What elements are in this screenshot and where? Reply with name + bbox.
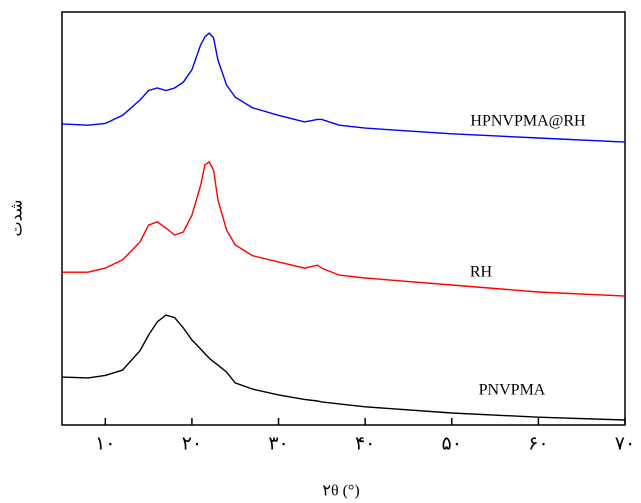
series-line — [61, 314, 626, 421]
series-label: PNVPMA — [479, 382, 546, 399]
series-line — [61, 32, 626, 143]
x-tick-label: ۱۰ — [95, 433, 115, 454]
plot-frame — [61, 11, 626, 426]
x-tick-label: ۵۰ — [442, 433, 462, 454]
x-tick-label: ۷۰ — [615, 433, 635, 454]
series-line — [62, 160, 626, 297]
series-label: RH — [470, 264, 493, 281]
series-label: HPNVPMA@RH — [470, 113, 586, 130]
x-axis-label: ۲θ (°) — [322, 483, 359, 500]
x-tick-label: ۲۰ — [182, 433, 202, 454]
x-tick-label: ۶۰ — [528, 433, 548, 454]
y-axis-label: شدت — [9, 200, 26, 237]
x-tick-label: ۴۰ — [355, 433, 375, 454]
x-tick-label: ۳۰ — [268, 433, 288, 454]
